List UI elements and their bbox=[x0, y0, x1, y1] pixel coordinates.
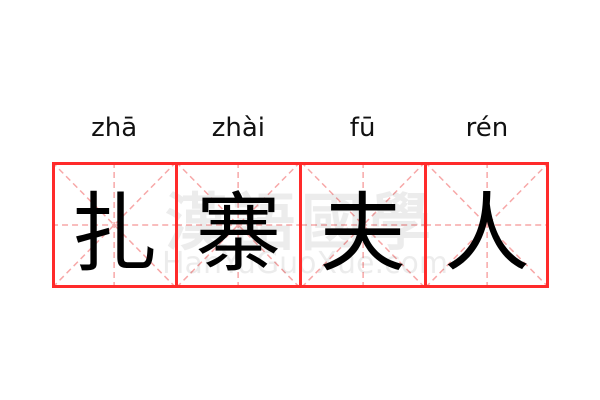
pinyin-row: zhā zhài fū rén bbox=[52, 108, 549, 148]
grid-divider bbox=[175, 162, 178, 288]
character-4: 人 bbox=[443, 183, 530, 284]
watermark-chinese: 漢語國學 bbox=[165, 186, 438, 259]
grid-cell: 寨 bbox=[176, 162, 301, 288]
character-1: 扎 bbox=[71, 183, 158, 284]
character-3: 夫 bbox=[319, 183, 406, 284]
grid-divider bbox=[424, 162, 427, 288]
grid-cell: 人 bbox=[424, 162, 549, 288]
character-grid: 扎 寨 夫 人 bbox=[52, 162, 549, 288]
grid-cell: 夫 bbox=[300, 162, 425, 288]
grid-cell: 扎 bbox=[52, 162, 177, 288]
pinyin-2: zhài bbox=[211, 113, 266, 143]
pinyin-4: rén bbox=[465, 113, 509, 143]
character-2: 寨 bbox=[195, 183, 282, 284]
grid-divider bbox=[299, 162, 302, 288]
watermark-english: HanYuGuoXue.com bbox=[162, 246, 449, 281]
pinyin-1: zhā bbox=[91, 113, 138, 143]
pinyin-3: fū bbox=[349, 113, 376, 143]
